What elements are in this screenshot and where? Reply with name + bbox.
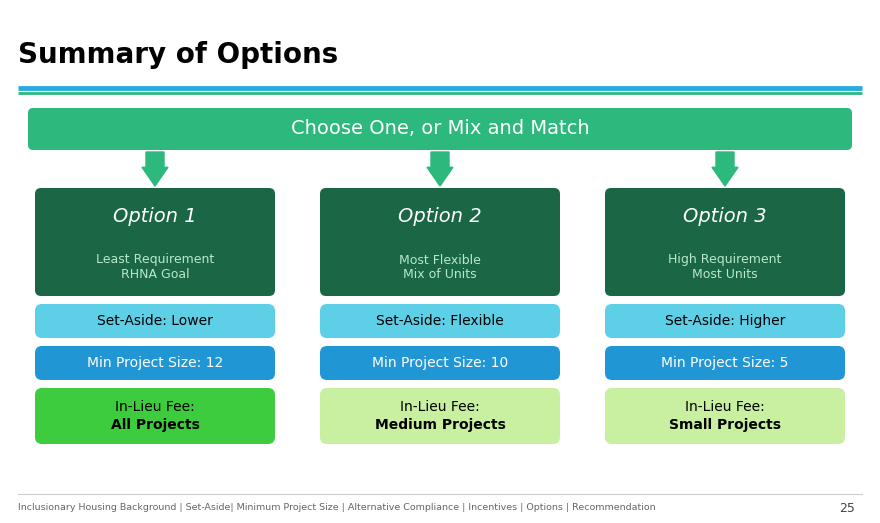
Text: High Requirement: High Requirement (668, 254, 781, 267)
FancyBboxPatch shape (605, 188, 845, 296)
Text: Set-Aside: Lower: Set-Aside: Lower (97, 314, 213, 328)
FancyBboxPatch shape (605, 304, 845, 338)
Text: Min Project Size: 12: Min Project Size: 12 (87, 356, 224, 370)
Polygon shape (142, 152, 168, 186)
Text: Least Requirement: Least Requirement (96, 254, 214, 267)
Text: Choose One, or Mix and Match: Choose One, or Mix and Match (290, 119, 590, 139)
FancyBboxPatch shape (35, 388, 275, 444)
FancyBboxPatch shape (320, 304, 560, 338)
FancyBboxPatch shape (605, 388, 845, 444)
Text: In-Lieu Fee:: In-Lieu Fee: (400, 400, 480, 414)
Text: Medium Projects: Medium Projects (375, 418, 505, 432)
Text: Most Flexible: Most Flexible (399, 254, 481, 267)
Polygon shape (712, 152, 738, 186)
Text: In-Lieu Fee:: In-Lieu Fee: (115, 400, 194, 414)
Text: Option 1: Option 1 (114, 207, 197, 225)
FancyBboxPatch shape (320, 346, 560, 380)
Text: Option 2: Option 2 (398, 207, 482, 225)
Text: Option 3: Option 3 (683, 207, 766, 225)
Text: All Projects: All Projects (111, 418, 200, 432)
Text: Small Projects: Small Projects (669, 418, 781, 432)
Text: Set-Aside: Higher: Set-Aside: Higher (664, 314, 785, 328)
Text: Set-Aside: Flexible: Set-Aside: Flexible (376, 314, 504, 328)
Text: 25: 25 (840, 502, 855, 515)
FancyBboxPatch shape (35, 346, 275, 380)
Text: Min Project Size: 10: Min Project Size: 10 (372, 356, 508, 370)
Text: Summary of Options: Summary of Options (18, 41, 338, 69)
FancyBboxPatch shape (605, 346, 845, 380)
FancyBboxPatch shape (35, 304, 275, 338)
Text: In-Lieu Fee:: In-Lieu Fee: (686, 400, 765, 414)
Text: Min Project Size: 5: Min Project Size: 5 (661, 356, 788, 370)
Polygon shape (427, 152, 453, 186)
FancyBboxPatch shape (320, 388, 560, 444)
Text: Mix of Units: Mix of Units (403, 267, 477, 280)
Text: Most Units: Most Units (693, 267, 758, 280)
FancyBboxPatch shape (35, 188, 275, 296)
FancyBboxPatch shape (320, 188, 560, 296)
FancyBboxPatch shape (28, 108, 852, 150)
Text: RHNA Goal: RHNA Goal (121, 267, 189, 280)
Text: Inclusionary Housing Background | Set-Aside| Minimum Project Size | Alternative : Inclusionary Housing Background | Set-As… (18, 504, 656, 513)
